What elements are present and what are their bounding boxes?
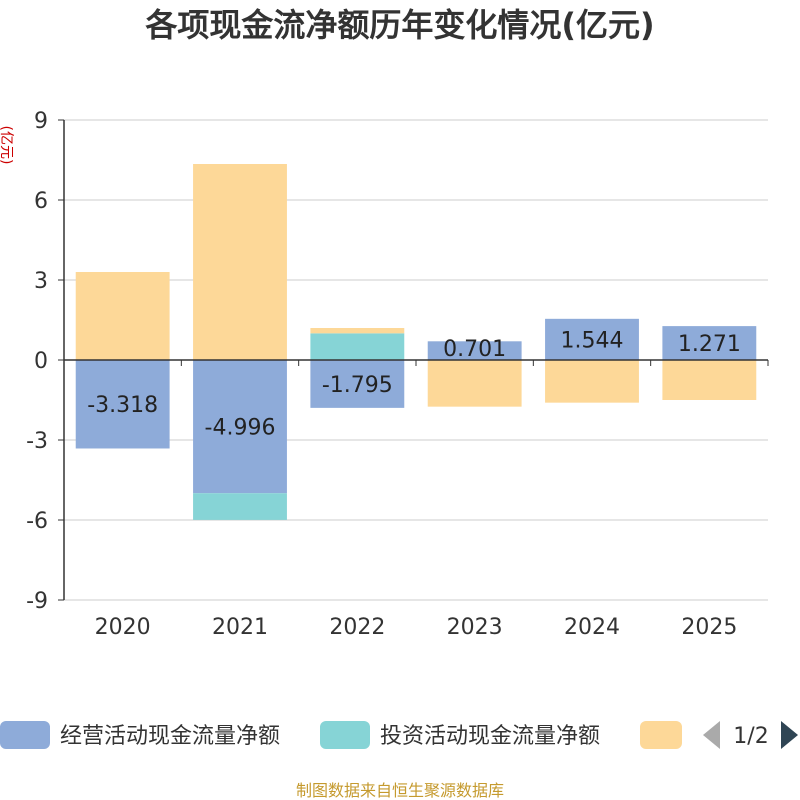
data-label: -4.996 xyxy=(205,416,276,441)
pager-prev-icon xyxy=(703,721,720,749)
data-labels: -3.318 -4.996 -1.795 0.701 1.544 1.271 xyxy=(87,328,741,440)
data-label: -3.318 xyxy=(87,393,158,418)
bar xyxy=(310,333,405,360)
x-tick-label: 2024 xyxy=(564,615,620,640)
bar xyxy=(75,272,170,360)
legend: 经营活动现金流量净额 投资活动现金流量净额 1/2 xyxy=(0,721,798,749)
grid-lines xyxy=(64,119,768,601)
legend-swatch xyxy=(320,721,370,749)
legend-swatch xyxy=(0,721,50,749)
x-tick-label: 2025 xyxy=(681,615,737,640)
y-tick-label: 6 xyxy=(34,189,48,214)
y-tick-label: 3 xyxy=(34,269,48,294)
bar xyxy=(427,341,522,360)
bar-series xyxy=(75,164,757,520)
chart-title: 各项现金流净额历年变化情况(亿元) xyxy=(145,6,654,44)
legend-label: 经营活动现金流量净额 xyxy=(60,724,280,749)
legend-label: 投资活动现金流量净额 xyxy=(380,724,600,749)
y-tick-label: 0 xyxy=(34,349,48,374)
y-tick-label: -3 xyxy=(26,429,48,454)
legend-swatch xyxy=(640,721,682,749)
y-tick-label: -6 xyxy=(26,509,48,534)
legend-pager: 1/2 xyxy=(733,724,768,749)
y-axis-unit: (亿元) xyxy=(0,126,14,165)
x-tick-label: 2021 xyxy=(212,615,268,640)
y-tick-label: -9 xyxy=(26,589,48,614)
bar xyxy=(310,360,405,408)
bar xyxy=(427,360,522,407)
data-label: -1.795 xyxy=(322,373,393,398)
y-tick-label: 9 xyxy=(34,109,48,134)
bar xyxy=(662,326,757,360)
bar xyxy=(193,360,287,494)
data-label: 0.701 xyxy=(443,337,506,362)
axes: 9 6 3 0 -3 -6 -9 2020 2021 2022 2023 2024 2025 xyxy=(26,109,769,640)
bar xyxy=(545,318,639,360)
bar xyxy=(193,164,287,360)
bar xyxy=(75,360,170,449)
bar xyxy=(310,328,405,334)
bar xyxy=(662,360,757,400)
data-label: 1.271 xyxy=(678,332,741,357)
pager-next-icon xyxy=(781,721,798,749)
x-tick-label: 2023 xyxy=(447,615,503,640)
x-tick-label: 2022 xyxy=(329,615,385,640)
bar xyxy=(545,360,639,403)
x-tick-label: 2020 xyxy=(95,615,151,640)
data-label: 1.544 xyxy=(561,328,624,353)
bar xyxy=(193,493,287,520)
source-note: 制图数据来自恒生聚源数据库 xyxy=(296,781,504,800)
